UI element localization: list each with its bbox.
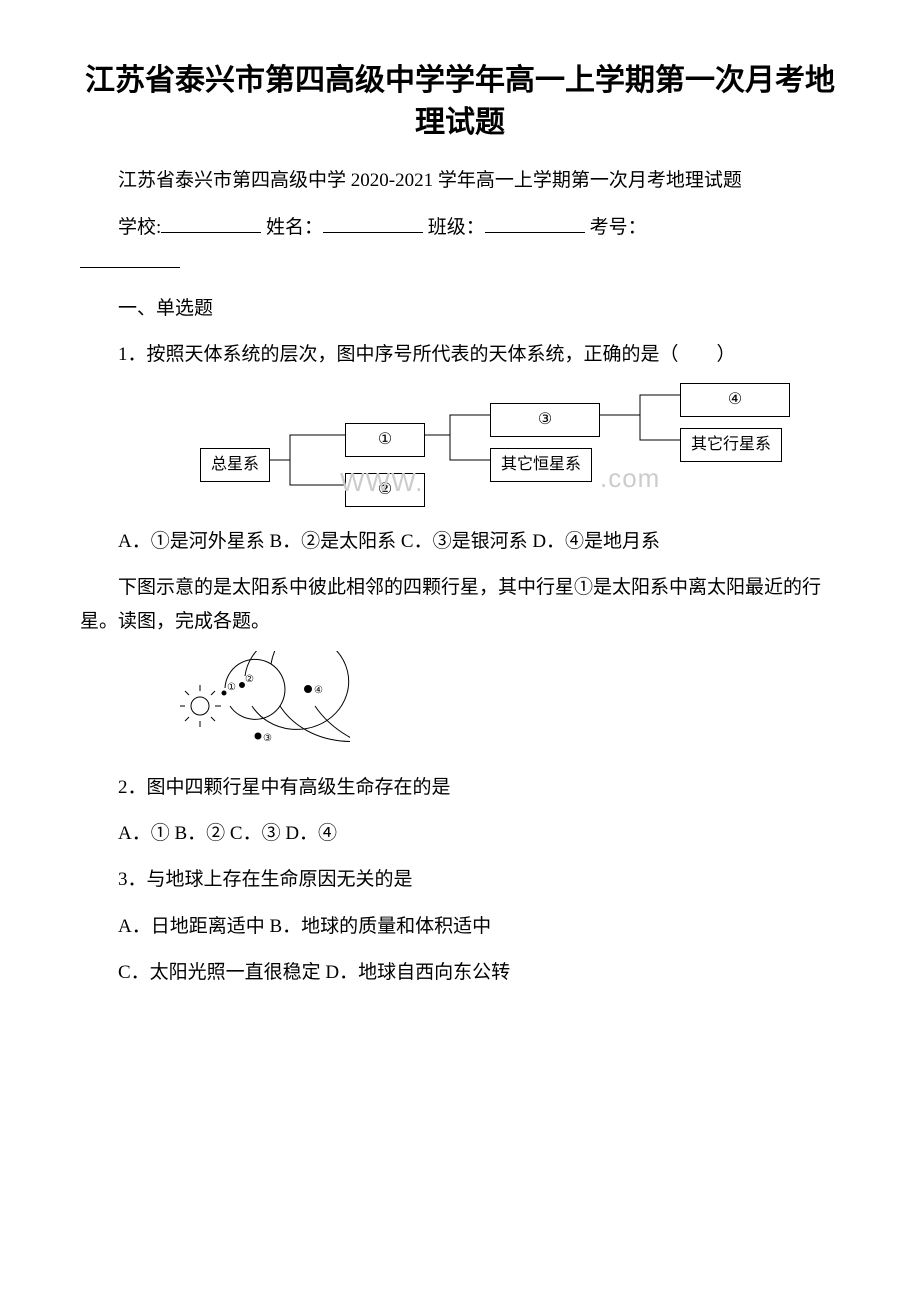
intro2: 下图示意的是太阳系中彼此相邻的四颗行星，其中行星①是太阳系中离太阳最近的行星。读… <box>80 571 840 639</box>
planet-label-1: ① <box>227 682 236 693</box>
box-root: 总星系 <box>200 448 270 483</box>
q1-options: A．①是河外星系 B．②是太阳系 C．③是银河系 D．④是地月系 <box>80 525 840 559</box>
q1-stem: 1．按照天体系统的层次，图中序号所代表的天体系统，正确的是（ ） <box>80 338 840 372</box>
q3-options-ab: A．日地距离适中 B．地球的质量和体积适中 <box>80 910 840 944</box>
box-3: ③ <box>490 403 600 438</box>
box-other-planet: 其它行星系 <box>680 428 782 463</box>
class-label: 班级： <box>428 217 485 238</box>
q1-diagram: 总星系 ① ② ③ 其它恒星系 ④ 其它行星系 WWW. .com <box>200 385 820 515</box>
box-4: ④ <box>680 383 790 418</box>
class-blank[interactable] <box>485 210 585 233</box>
q2-stem: 2．图中四颗行星中有高级生命存在的是 <box>80 771 840 805</box>
name-label: 姓名： <box>266 217 323 238</box>
box-1: ① <box>345 423 425 458</box>
page-title: 江苏省泰兴市第四高级中学学年高一上学期第一次月考地理试题 <box>80 60 840 144</box>
form-line: 学校: 姓名： 班级： 考号： <box>80 210 840 280</box>
planet-label-2: ② <box>245 674 254 685</box>
planet-label-4: ④ <box>314 685 323 696</box>
q2-diagram: ① ② ③ ④ <box>180 651 350 761</box>
name-blank[interactable] <box>323 210 423 233</box>
solar-diagram: ① ② ③ ④ <box>180 651 350 761</box>
section-heading: 一、单选题 <box>80 292 840 326</box>
box-other-stellar: 其它恒星系 <box>490 448 592 483</box>
examno-label: 考号： <box>590 217 647 238</box>
examno-blank[interactable] <box>80 245 180 268</box>
q3-options-cd: C．太阳光照一直很稳定 D．地球自西向东公转 <box>80 956 840 990</box>
planet-label-3: ③ <box>263 733 272 744</box>
school-label: 学校: <box>118 217 161 238</box>
box-2: ② <box>345 473 425 508</box>
school-blank[interactable] <box>161 210 261 233</box>
q3-stem: 3．与地球上存在生命原因无关的是 <box>80 863 840 897</box>
q2-options: A．① B．② C．③ D．④ <box>80 817 840 851</box>
subtitle: 江苏省泰兴市第四高级中学 2020-2021 学年高一上学期第一次月考地理试题 <box>80 164 840 198</box>
